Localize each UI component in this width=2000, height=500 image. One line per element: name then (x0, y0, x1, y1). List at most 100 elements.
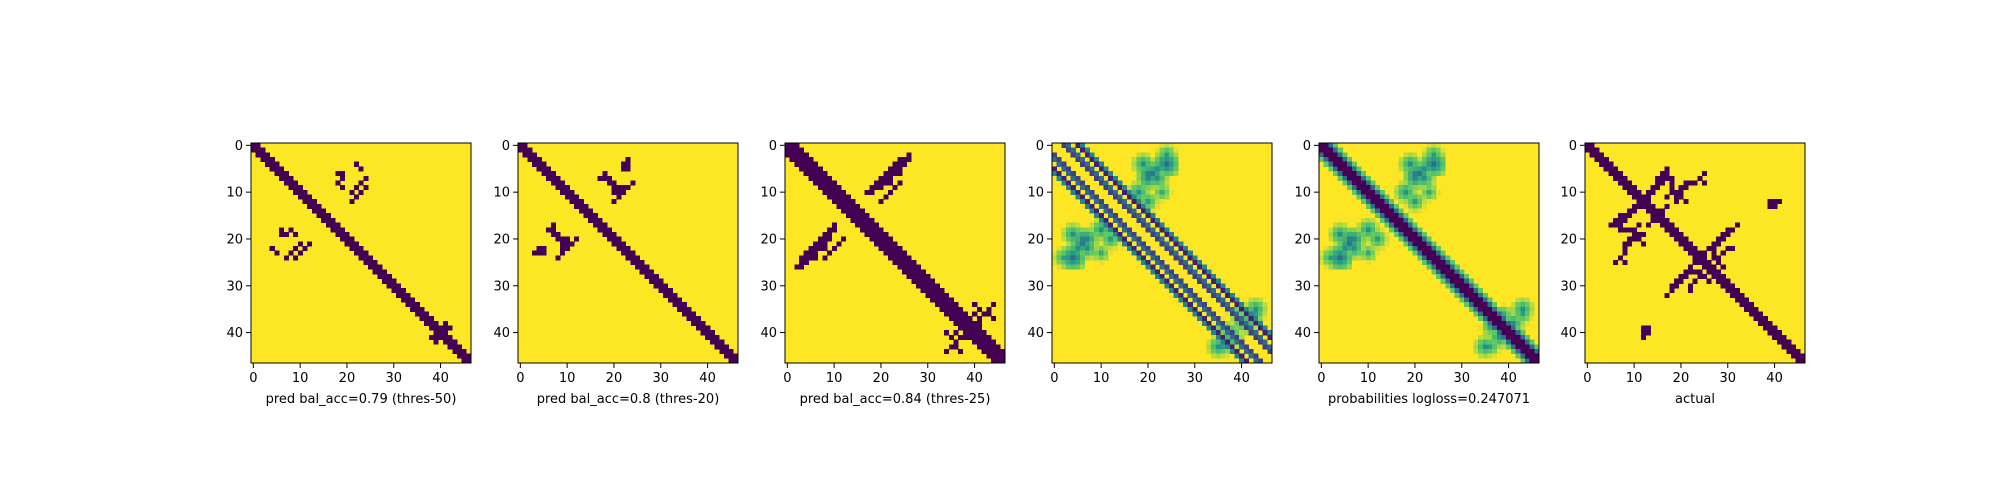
heatmap-cell (892, 161, 898, 167)
heatmap-cell (1140, 152, 1146, 158)
heatmap-cell (1617, 255, 1623, 261)
heatmap-cell (1520, 334, 1526, 340)
heatmap-cell (522, 147, 528, 153)
heatmap-cell (1379, 213, 1385, 219)
heatmap-cell (1673, 236, 1679, 242)
heatmap-cell (1173, 152, 1179, 158)
heatmap-cell (1417, 171, 1423, 177)
x-tick-label: 20 (606, 371, 623, 386)
heatmap-cell (1103, 166, 1109, 172)
heatmap-cell (1702, 255, 1708, 261)
heatmap-cell (1678, 231, 1684, 237)
heatmap-cell (1440, 255, 1446, 261)
heatmap-cell (1122, 222, 1128, 228)
heatmap-cell (953, 344, 959, 350)
heatmap-cell (1164, 147, 1170, 153)
heatmap-cell (1126, 194, 1132, 200)
heatmap-cell (335, 231, 341, 237)
heatmap-cell (1323, 161, 1329, 167)
heatmap-cell (1070, 236, 1076, 242)
x-tick-label: 20 (1140, 371, 1157, 386)
heatmap-cell (1328, 166, 1334, 172)
heatmap-cell (1515, 330, 1521, 336)
heatmap-cell (616, 194, 622, 200)
heatmap-cell (1347, 171, 1353, 177)
heatmap-cell (1080, 161, 1086, 167)
heatmap-cell (611, 180, 617, 186)
heatmap-cell (686, 316, 692, 322)
heatmap-cell (541, 245, 547, 252)
heatmap-cell (1375, 185, 1381, 191)
heatmap-cell (1473, 306, 1479, 312)
heatmap-cell (1421, 203, 1428, 209)
heatmap-cell (1150, 269, 1156, 275)
heatmap-cell (1641, 231, 1647, 237)
heatmap-cell (986, 344, 992, 350)
heatmap-cell (1089, 194, 1095, 200)
heatmap-cell (845, 208, 851, 214)
heatmap-cell (695, 325, 701, 331)
heatmap-cell (1426, 152, 1432, 158)
heatmap-cell (644, 274, 650, 280)
heatmap-cell (920, 288, 926, 294)
heatmap-cell (827, 185, 833, 191)
heatmap-cell (1711, 255, 1717, 261)
heatmap-cell (1056, 245, 1062, 252)
heatmap-cell (1482, 339, 1488, 345)
heatmap-cell (1613, 171, 1619, 177)
heatmap-cell (1061, 231, 1067, 237)
heatmap-cell (1206, 325, 1212, 331)
heatmap-cell (541, 171, 547, 177)
heatmap-cell (1140, 217, 1146, 223)
heatmap-cell (869, 189, 875, 195)
heatmap-cell (1347, 236, 1353, 242)
heatmap-cell (1407, 227, 1413, 233)
heatmap-cell (1201, 320, 1207, 326)
heatmap-cell (1459, 269, 1465, 275)
heatmap-cell (1112, 241, 1118, 247)
heatmap-cell (1356, 175, 1362, 181)
heatmap-cell (1478, 311, 1484, 317)
heatmap-cell (1641, 334, 1647, 340)
heatmap-cell (1631, 236, 1637, 242)
heatmap-cell (1192, 269, 1198, 275)
y-tick-label: 30 (1027, 279, 1044, 294)
heatmap-cell (789, 157, 795, 163)
heatmap-cell (1393, 217, 1399, 223)
heatmap-cell (1478, 344, 1484, 350)
heatmap-cell (1094, 231, 1100, 237)
heatmap-cell (1220, 288, 1226, 294)
heatmap-cell (1384, 208, 1390, 214)
heatmap-cell (1706, 245, 1712, 252)
heatmap-cell (1154, 260, 1161, 266)
heatmap-cell (1052, 171, 1058, 177)
heatmap-cell (1333, 171, 1339, 177)
heatmap-cell (1645, 203, 1651, 209)
heatmap-cell (625, 255, 631, 261)
heatmap-cell (1253, 325, 1259, 331)
heatmap-cell (1103, 185, 1109, 191)
heatmap-cell (1421, 250, 1428, 256)
heatmap-cell (1159, 152, 1165, 158)
heatmap-cell (1375, 236, 1381, 242)
heatmap-cell (1492, 334, 1498, 340)
heatmap-cell (1084, 199, 1090, 205)
heatmap-cell (1164, 171, 1170, 177)
heatmap-cell (799, 260, 805, 266)
heatmap-cell (1711, 245, 1717, 252)
heatmap-cell (902, 264, 908, 270)
x-tick-label: 30 (1453, 371, 1470, 386)
heatmap-cell (344, 236, 350, 242)
heatmap-cell (1215, 339, 1221, 345)
heatmap-cell (1066, 241, 1072, 247)
y-tick-label: 10 (493, 186, 510, 201)
heatmap-cell (1365, 199, 1371, 205)
heatmap-cell (817, 166, 823, 172)
heatmap-cell (447, 325, 453, 331)
heatmap-cell (1627, 189, 1633, 195)
heatmap-cell (1098, 236, 1104, 242)
heatmap-cell (1126, 203, 1132, 209)
heatmap-cell (1631, 189, 1637, 195)
heatmap-cell (1365, 227, 1371, 233)
heatmap-cell (527, 157, 533, 163)
